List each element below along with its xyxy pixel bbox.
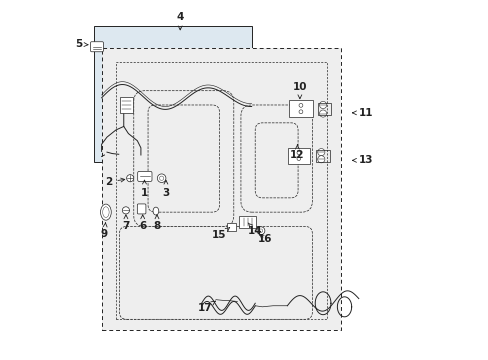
Circle shape (296, 151, 300, 154)
Circle shape (159, 176, 163, 180)
Circle shape (319, 102, 326, 109)
FancyBboxPatch shape (90, 42, 103, 52)
FancyBboxPatch shape (241, 105, 312, 212)
Bar (315, 150, 329, 162)
Circle shape (259, 229, 262, 233)
Text: 3: 3 (162, 180, 169, 198)
FancyBboxPatch shape (287, 148, 309, 164)
FancyBboxPatch shape (148, 105, 219, 212)
FancyBboxPatch shape (226, 223, 235, 231)
Polygon shape (102, 48, 340, 330)
FancyBboxPatch shape (239, 216, 256, 228)
Text: 5: 5 (75, 39, 88, 49)
Circle shape (157, 174, 165, 183)
Circle shape (296, 157, 300, 161)
Ellipse shape (101, 204, 111, 220)
Text: 10: 10 (292, 82, 306, 99)
Text: 12: 12 (289, 144, 304, 160)
Text: 16: 16 (258, 234, 272, 244)
FancyBboxPatch shape (134, 91, 233, 226)
Text: 8: 8 (153, 215, 160, 231)
Text: 6: 6 (139, 215, 146, 231)
Text: 9: 9 (101, 223, 108, 239)
Text: 1: 1 (141, 180, 148, 198)
Circle shape (319, 110, 326, 117)
Circle shape (317, 156, 324, 163)
Text: 11: 11 (352, 108, 372, 118)
Circle shape (298, 103, 302, 107)
Ellipse shape (153, 207, 159, 215)
Bar (317, 103, 331, 115)
Circle shape (122, 207, 129, 214)
Polygon shape (94, 26, 251, 162)
Circle shape (317, 149, 324, 156)
Text: 15: 15 (212, 228, 229, 240)
Circle shape (126, 175, 134, 182)
Text: 2: 2 (105, 177, 124, 187)
Circle shape (298, 110, 302, 114)
FancyBboxPatch shape (119, 226, 312, 319)
Text: 13: 13 (352, 156, 372, 165)
Text: 14: 14 (247, 223, 262, 236)
FancyBboxPatch shape (288, 100, 312, 117)
FancyBboxPatch shape (138, 171, 152, 181)
Text: 4: 4 (176, 13, 183, 30)
Ellipse shape (102, 207, 109, 217)
Text: 17: 17 (198, 301, 215, 313)
Circle shape (257, 227, 264, 235)
FancyBboxPatch shape (255, 123, 298, 198)
Text: 7: 7 (122, 215, 129, 231)
FancyBboxPatch shape (120, 98, 133, 113)
FancyBboxPatch shape (137, 204, 145, 214)
